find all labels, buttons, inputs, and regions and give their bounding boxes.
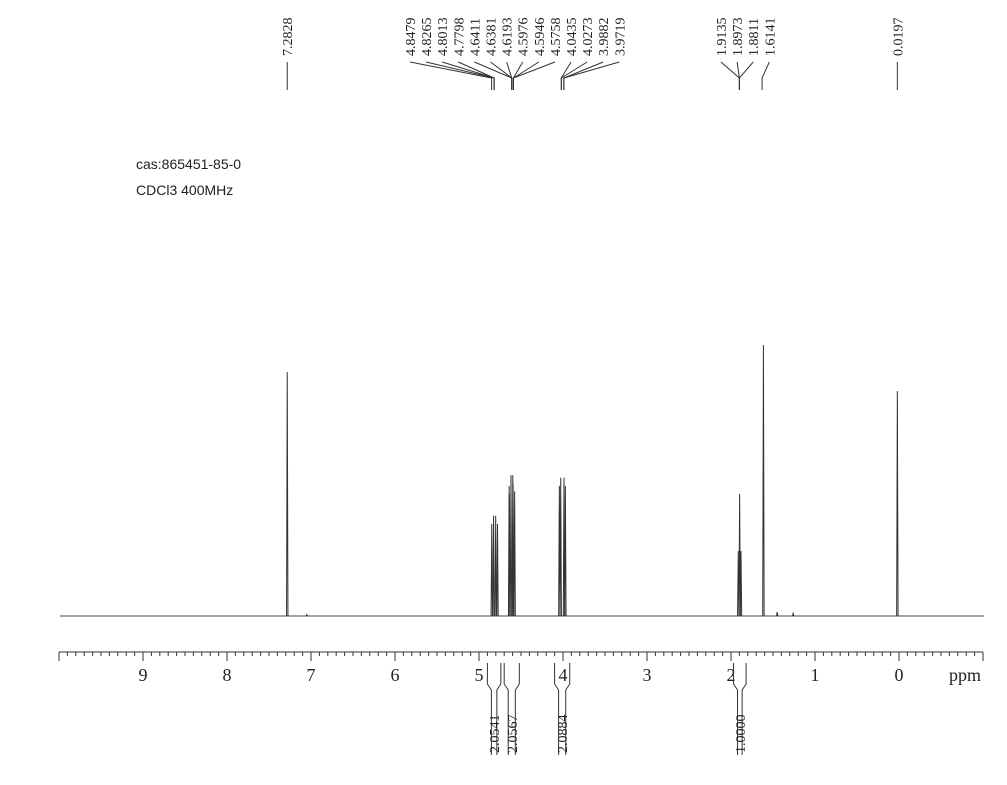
integral-bracket bbox=[554, 663, 560, 755]
peak-shift-label: 4.0273 bbox=[581, 18, 596, 57]
peak-shift-label: 4.5946 bbox=[533, 18, 548, 57]
peak-shift-label: 4.5758 bbox=[549, 18, 564, 57]
integral-bracket bbox=[503, 663, 509, 755]
peak-shift-label: 4.6193 bbox=[501, 18, 516, 57]
peak-shift-label: 3.9882 bbox=[597, 18, 612, 57]
spectrum-minor-peak bbox=[776, 611, 779, 617]
spectrum-peak bbox=[286, 372, 289, 617]
spectrum-peak bbox=[494, 515, 497, 617]
peak-label-leader bbox=[761, 61, 770, 90]
x-tick-label: 8 bbox=[223, 665, 232, 685]
integral-value-label: 2.0884 bbox=[556, 715, 571, 754]
x-tick-label: 5 bbox=[475, 665, 484, 685]
peak-label-leader bbox=[506, 61, 513, 90]
spectrum-peak bbox=[511, 483, 515, 617]
spectrum-peak bbox=[739, 550, 743, 617]
integral-value-label: 2.0541 bbox=[488, 715, 503, 754]
spectrum-peak bbox=[492, 515, 495, 617]
sample-cas-label: cas:865451-85-0 bbox=[136, 156, 242, 172]
spectrum-peak bbox=[762, 344, 765, 617]
peak-shift-label: 1.9135 bbox=[715, 18, 730, 57]
peak-label-leader bbox=[738, 61, 754, 90]
peak-label-leader bbox=[560, 61, 588, 90]
spectrum-peak bbox=[738, 494, 741, 617]
peak-label-leader bbox=[458, 61, 495, 90]
peak-label-layer: 7.2828 4.8479 4.8265 4.8013 4.7798 4.6411 4.63… bbox=[281, 18, 906, 90]
x-tick-label: 2 bbox=[727, 665, 736, 685]
x-tick-label: 4 bbox=[559, 665, 568, 685]
spectrum-minor-peak bbox=[305, 613, 308, 617]
peak-shift-label: 4.6381 bbox=[485, 18, 500, 57]
peak-shift-label: 3.9719 bbox=[613, 18, 628, 57]
spectrum-peak bbox=[513, 491, 516, 617]
spectrum-peak bbox=[496, 523, 499, 617]
integral-value-label: 2.0567 bbox=[506, 715, 521, 754]
x-tick-label: 1 bbox=[811, 665, 820, 685]
spectrum-peak bbox=[508, 494, 511, 617]
peak-shift-label: 4.8013 bbox=[436, 18, 451, 57]
x-tick-label: 7 bbox=[307, 665, 316, 685]
x-axis-unit-label: ppm bbox=[949, 665, 981, 685]
spectrum-minor-peak bbox=[791, 611, 795, 617]
x-tick-label: 3 bbox=[643, 665, 652, 685]
x-axis: 9 8 7 6 5 4 3 2 1 0 ppm bbox=[58, 651, 984, 685]
spectrum-peak bbox=[559, 477, 562, 617]
x-tick-label: 0 bbox=[895, 665, 904, 685]
peak-label-leader bbox=[512, 61, 556, 90]
integral-layer: 2.0541 2.0567 2.0884 1.0000 bbox=[486, 663, 749, 755]
peak-shift-label: 0.0197 bbox=[891, 18, 906, 57]
peak-shift-label: 4.8479 bbox=[404, 18, 419, 57]
integral-bracket bbox=[486, 663, 492, 755]
peak-shift-label: 7.2828 bbox=[281, 18, 296, 57]
spectrum-layer bbox=[60, 344, 984, 617]
spectrum-peak bbox=[896, 391, 899, 617]
integral-bracket bbox=[733, 663, 739, 755]
spectrum-peak bbox=[564, 485, 567, 617]
peak-label-leader bbox=[720, 61, 740, 90]
peak-shift-label: 4.5976 bbox=[517, 18, 532, 57]
peak-label-leader bbox=[409, 61, 493, 90]
spectrum-peak bbox=[490, 523, 493, 617]
integral-bracket bbox=[565, 663, 571, 755]
x-tick-label: 9 bbox=[139, 665, 148, 685]
peak-shift-label: 4.0435 bbox=[565, 18, 580, 57]
peak-shift-label: 4.7798 bbox=[452, 18, 467, 57]
solvent-frequency-label: CDCl3 400MHz bbox=[136, 182, 234, 198]
peak-shift-label: 4.6411 bbox=[468, 18, 483, 56]
peak-shift-label: 1.8973 bbox=[731, 18, 746, 57]
peak-shift-label: 4.8265 bbox=[420, 18, 435, 57]
integral-bracket bbox=[741, 663, 747, 755]
spectrum-peak bbox=[509, 475, 513, 617]
integral-bracket bbox=[514, 663, 520, 755]
x-tick-label: 6 bbox=[391, 665, 400, 685]
integral-value-label: 1.0000 bbox=[734, 715, 749, 754]
peak-shift-label: 1.8811 bbox=[747, 18, 762, 56]
peak-label-leader bbox=[563, 61, 620, 90]
peak-shift-label: 1.6141 bbox=[763, 18, 778, 57]
integral-bracket bbox=[496, 663, 502, 755]
